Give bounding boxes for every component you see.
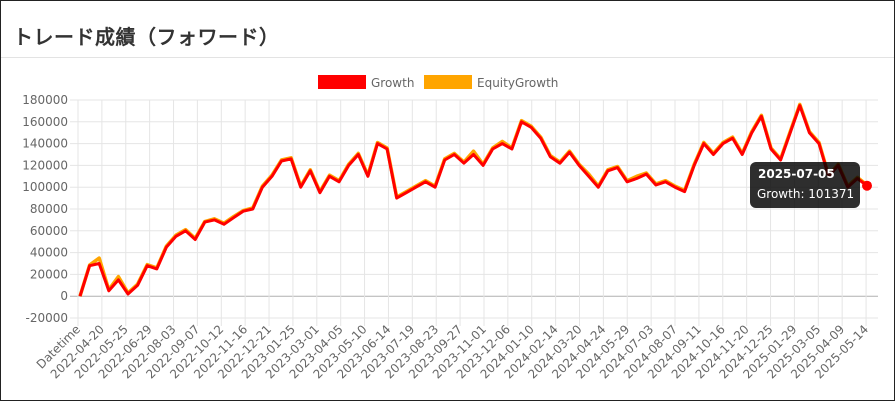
legend-swatch-growth — [318, 75, 366, 89]
y-tick-label: 60000 — [30, 224, 68, 238]
y-tick-label: 0 — [60, 289, 68, 303]
title-divider — [1, 57, 894, 58]
chart-tooltip: 2025-07-05 Growth: 101371 — [750, 162, 860, 208]
tooltip-body: Growth: 101371 — [757, 187, 855, 201]
hover-point — [862, 180, 872, 191]
legend-label-growth: Growth — [371, 76, 414, 90]
y-tick-label: 160000 — [22, 115, 68, 129]
y-tick-label: 80000 — [30, 202, 68, 216]
y-tick-label: 180000 — [22, 93, 68, 107]
series-line-growth — [78, 104, 868, 297]
y-tick-label: 100000 — [22, 180, 68, 194]
y-tick-label: 20000 — [30, 267, 68, 281]
legend-label-equitygrowth: EquityGrowth — [477, 76, 558, 90]
y-tick-label: 120000 — [22, 158, 68, 172]
y-tick-label: 40000 — [30, 246, 68, 260]
y-tick-label: 140000 — [22, 137, 68, 151]
legend-swatch-equitygrowth — [424, 75, 472, 89]
tooltip-value: 101371 — [808, 187, 855, 201]
page-title: トレード成績（フォワード） — [13, 25, 280, 49]
y-tick-label: -20000 — [25, 311, 68, 325]
series-line-equitygrowth — [78, 102, 869, 297]
tooltip-series: Growth — [757, 187, 801, 201]
tooltip-title: 2025-07-05 — [758, 167, 835, 181]
